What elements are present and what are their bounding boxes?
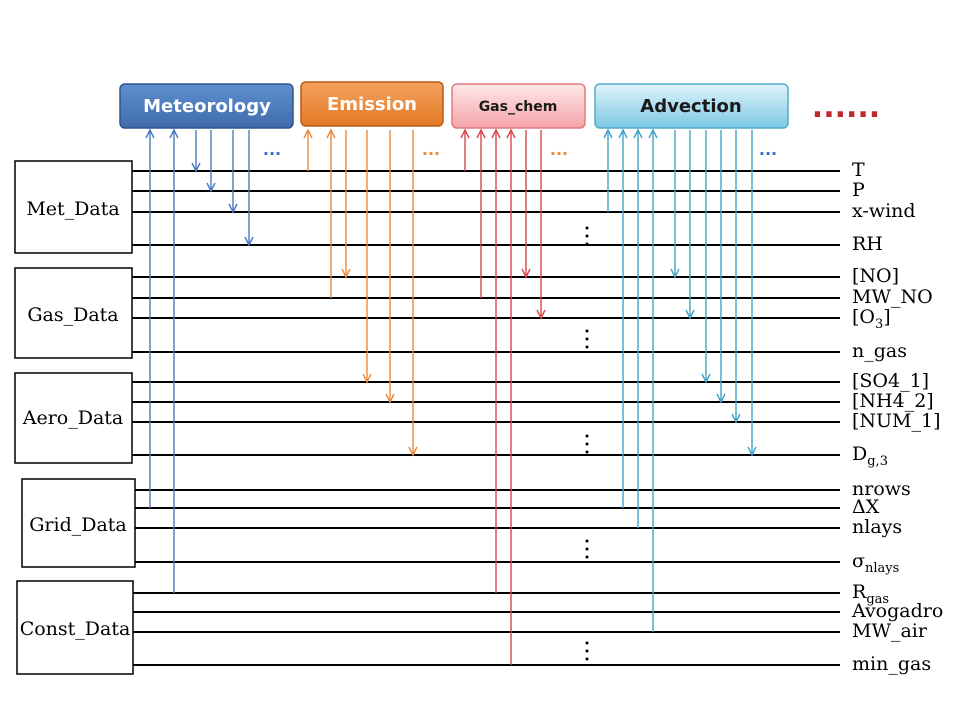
variable-label: [NH4_2] [852, 390, 934, 412]
variable-label: MW_air [852, 620, 928, 642]
module-meteorology: Meteorology [119, 83, 294, 129]
flow-arrow [685, 130, 695, 320]
flow-arrow [476, 128, 486, 298]
flow-arrow [326, 128, 336, 298]
data-box-aero-label: Aero_Data [22, 407, 124, 429]
variable-label: [O3] [852, 306, 891, 332]
flow-arrow [521, 130, 531, 279]
group-ellipsis [585, 539, 589, 559]
flow-arrow [603, 128, 613, 212]
flow-arrow [731, 130, 741, 424]
flow-arrow [228, 130, 238, 214]
data-box-aero: Aero_Data [14, 372, 133, 464]
data-box-met-label: Met_Data [26, 198, 119, 220]
flow-arrow [408, 130, 418, 457]
group-ellipsis [585, 329, 589, 349]
data-box-const: Const_Data [16, 580, 134, 675]
flow-arrow [191, 130, 201, 173]
meteorology-more-marker: ... [263, 140, 281, 159]
variable-label: σnlays [852, 550, 899, 576]
variable-labels: TPx-wind RH [NO]MW_NO[O3] n_gas [SO4_1][NH4_… [851, 159, 943, 675]
variable-label: nrows [852, 478, 911, 500]
advection-more-marker: ... [759, 140, 777, 159]
emission-more-marker: ... [422, 140, 440, 159]
variable-label: Dg,3 [852, 443, 888, 469]
module-advection: Advection [594, 83, 789, 129]
variable-label: [SO4_1] [852, 370, 929, 392]
variable-label: ΔX [852, 496, 880, 518]
flow-arrow [670, 130, 680, 279]
data-box-gas: Gas_Data [14, 267, 133, 359]
flow-arrow [244, 130, 254, 247]
variable-label: n_gas [852, 340, 907, 362]
gas-chem-more-marker: ... [550, 140, 568, 159]
data-box-grid: Grid_Data [21, 478, 136, 568]
flow-arrow [536, 130, 546, 320]
variable-lines [132, 170, 840, 666]
flow-arrow [491, 128, 501, 593]
module-gas-chem: Gas_chem [451, 83, 586, 129]
flow-arrows [145, 128, 757, 665]
data-box-grid-label: Grid_Data [29, 514, 127, 536]
group-ellipses [585, 226, 589, 661]
variable-label: Avogadro [851, 600, 943, 622]
variable-label: [NO] [852, 265, 899, 287]
variable-label: min_gas [852, 653, 931, 675]
module-emission: Emission [300, 81, 444, 127]
group-ellipsis [585, 226, 589, 246]
variable-label: x-wind [852, 200, 916, 222]
group-ellipsis [585, 641, 589, 661]
variable-label: [NUM_1] [852, 410, 941, 432]
flow-arrow [701, 130, 711, 384]
flow-arrow [362, 130, 372, 384]
flow-arrow [385, 130, 395, 404]
variable-label: nlays [852, 516, 902, 538]
variable-label: MW_NO [852, 286, 933, 308]
variable-label: P [852, 179, 865, 201]
data-box-met: Met_Data [14, 160, 133, 254]
flow-arrow [633, 128, 643, 528]
flow-arrow [747, 130, 757, 457]
flow-arrow [506, 128, 516, 665]
group-ellipsis [585, 434, 589, 454]
flow-arrow [303, 128, 313, 171]
flow-arrow [618, 128, 628, 508]
data-box-const-label: Const_Data [20, 618, 131, 640]
flow-arrow [145, 128, 155, 508]
flow-arrow [341, 130, 351, 279]
flow-arrow [648, 128, 658, 632]
flow-arrow [716, 130, 726, 404]
flow-arrow [206, 130, 216, 193]
more-modules-ellipsis: ...... [812, 90, 880, 125]
module-emission-label: Emission [327, 94, 417, 115]
flow-arrow [460, 128, 470, 171]
module-meteorology-label: Meteorology [143, 96, 271, 117]
flow-arrow [169, 128, 179, 593]
variable-label: T [852, 159, 865, 181]
module-gas-chem-label: Gas_chem [479, 99, 558, 115]
variable-label: RH [852, 233, 883, 255]
module-advection-label: Advection [640, 96, 741, 117]
data-box-gas-label: Gas_Data [27, 304, 118, 326]
